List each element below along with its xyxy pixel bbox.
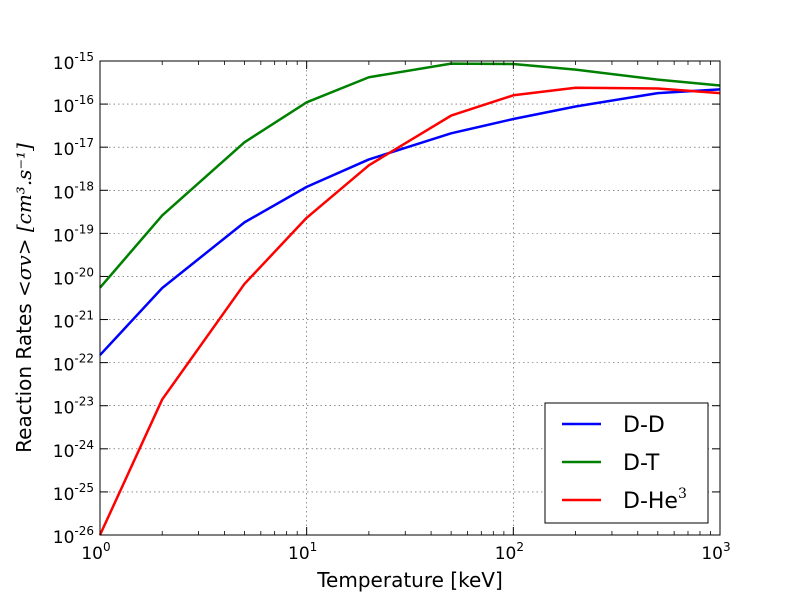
legend-label-base: D-T [623,451,660,476]
legend: D-D D-T D-He3 [544,402,709,524]
x-tick-base: 10 [288,544,310,564]
y-tick-base: 10 [53,528,75,548]
legend-label-d-d: D-D [623,413,665,438]
y-tick-exponent: -22 [74,352,94,366]
series-line-d-t [99,62,721,289]
y-axis-title-text: Reaction Rates <σv> [cm³.s⁻¹] [12,143,36,453]
legend-label-base: D-He [623,489,678,514]
y-tick-base: 10 [53,54,75,74]
y-tick-exponent: -16 [74,93,94,107]
y-axis-title-words: Reaction Rates [12,297,36,453]
x-tick-base: 10 [81,544,103,564]
y-tick-label: 10-16 [53,93,94,117]
legend-label-d-t: D-T [623,451,660,476]
y-tick-exponent: -23 [74,395,94,409]
y-tick-exponent: -20 [74,265,94,279]
plot-frame [99,60,721,536]
y-tick-base: 10 [53,313,75,333]
x-tick-exponent: 1 [310,540,318,554]
y-tick-base: 10 [53,97,75,117]
axis-ticks [99,60,721,536]
x-tick-exponent: 3 [723,540,731,554]
x-tick-base: 10 [701,544,723,564]
y-tick-base: 10 [53,485,75,505]
x-axis-title: Temperature [keV] [316,568,503,592]
y-tick-exponent: -18 [74,179,94,193]
tick-labels: 100 101 102 10310-2610-2510-2410-2310-2210-… [53,50,731,564]
y-tick-base: 10 [53,183,75,203]
y-tick-base: 10 [53,356,75,376]
series-line-d-he3 [98,86,721,536]
x-tick-label: 102 [495,540,524,564]
y-tick-label: 10-23 [53,395,94,419]
y-tick-label: 10-26 [53,524,94,548]
legend-label-base: D-D [623,413,665,438]
x-tick-exponent: 2 [516,540,524,554]
y-tick-exponent: -15 [74,50,94,64]
y-tick-base: 10 [53,269,75,289]
y-tick-base: 10 [53,226,75,246]
legend-label-superscript: 3 [678,486,687,502]
y-tick-label: 10-19 [53,222,94,246]
x-tick-exponent: 0 [103,540,111,554]
y-tick-exponent: -17 [74,136,94,150]
y-tick-base: 10 [53,140,75,160]
y-tick-label: 10-21 [53,309,94,333]
y-tick-label: 10-25 [53,481,94,505]
series-lines [98,62,721,536]
y-tick-exponent: -26 [74,524,94,538]
x-tick-label: 103 [701,540,730,564]
y-tick-label: 10-18 [53,179,94,203]
x-tick-label: 100 [81,540,110,564]
series-line-d-d [99,88,721,356]
y-axis-title-math: <σv> [cm³.s⁻¹] [12,143,36,297]
x-tick-base: 10 [495,544,517,564]
y-tick-exponent: -25 [74,481,94,495]
y-tick-label: 10-22 [53,352,94,376]
y-tick-label: 10-20 [53,265,94,289]
y-tick-label: 10-24 [53,438,94,462]
y-tick-label: 10-17 [53,136,94,160]
y-tick-base: 10 [53,442,75,462]
y-tick-label: 10-15 [53,50,94,74]
y-tick-exponent: -19 [74,222,94,236]
y-tick-exponent: -24 [74,438,94,452]
y-tick-base: 10 [53,399,75,419]
y-axis-title: Reaction Rates <σv> [cm³.s⁻¹] [12,143,36,453]
x-tick-label: 101 [288,540,317,564]
y-tick-exponent: -21 [74,309,94,323]
legend-label-d-he3: D-He3 [623,486,687,514]
